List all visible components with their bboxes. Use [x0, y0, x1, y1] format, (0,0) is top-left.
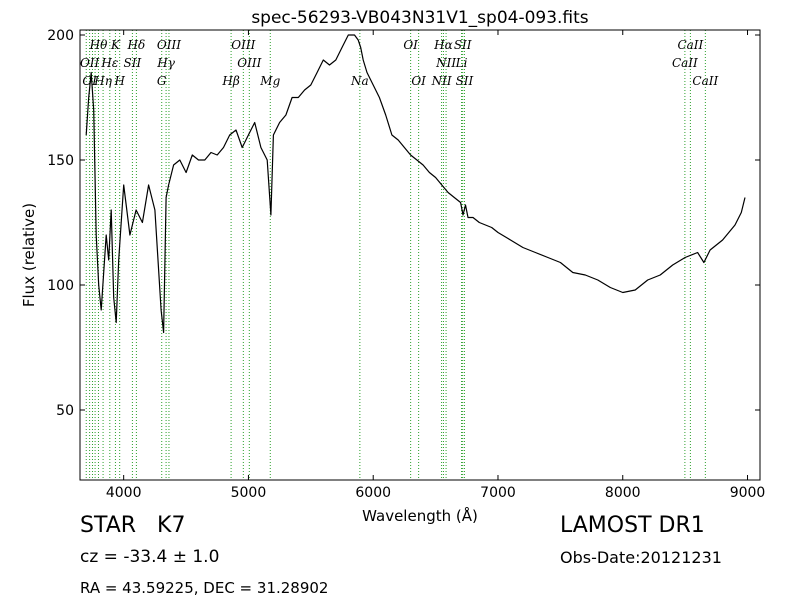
line-label: Hθ: [89, 38, 108, 52]
x-tick-label: 7000: [480, 485, 516, 501]
line-label: Na: [350, 74, 369, 88]
y-tick-label: 50: [56, 403, 74, 419]
line-label: Hδ: [127, 38, 146, 52]
x-tick-label: 6000: [355, 485, 391, 501]
line-label: Hα: [433, 38, 453, 52]
object-class: STAR: [80, 513, 137, 538]
spectrum-line: [85, 34, 746, 334]
y-tick-label: 150: [47, 153, 74, 169]
line-label: Li: [455, 56, 468, 70]
y-tick-label: 100: [47, 278, 74, 294]
line-label: CaII: [677, 38, 703, 52]
line-label: Hη: [93, 74, 112, 88]
line-label: NII: [435, 56, 456, 70]
line-label: OII: [80, 56, 100, 70]
line-label: NII: [431, 74, 452, 88]
series-layer: [85, 34, 746, 334]
line-label: Hγ: [156, 56, 175, 70]
x-tick-label: 8000: [605, 485, 641, 501]
line-label: CaII: [692, 74, 718, 88]
line-label: G: [157, 74, 167, 88]
ra-dec-value: RA = 43.59225, DEC = 31.28902: [80, 579, 329, 597]
line-markers: [85, 30, 706, 480]
x-axis: 4000 5000 6000 7000 8000 9000: [106, 30, 765, 501]
line-label: Hε: [100, 56, 118, 70]
y-axis: 50 100 150 200: [47, 28, 760, 419]
line-label: OI: [82, 74, 97, 88]
cz-value: cz = -33.4 ± 1.0: [80, 547, 220, 567]
line-label: CaII: [672, 56, 698, 70]
y-tick-label: 200: [47, 28, 74, 44]
x-tick-label: 5000: [231, 485, 267, 501]
line-label: SII: [454, 38, 472, 52]
line-label: OI: [403, 38, 418, 52]
line-label: K: [110, 38, 121, 52]
object-class-line: STAR K7: [80, 513, 185, 538]
x-axis-label: Wavelength (Å): [362, 506, 478, 525]
survey-name: LAMOST DR1: [560, 513, 705, 538]
plot-frame: [79, 29, 761, 481]
line-label: OIII: [231, 38, 255, 52]
line-label: SII: [456, 74, 474, 88]
chart-title: spec-56293-VB043N31V1_sp04-093.fits: [251, 8, 588, 28]
x-tick-label: 4000: [106, 485, 142, 501]
line-label: H: [113, 74, 125, 88]
x-tick-label: 9000: [730, 485, 766, 501]
obs-date: Obs-Date:20121231: [560, 548, 722, 567]
y-axis-label: Flux (relative): [20, 203, 38, 307]
object-subclass: K7: [157, 513, 186, 538]
line-label: OIII: [237, 56, 261, 70]
line-label: OI: [411, 74, 426, 88]
line-label: Mg: [259, 74, 280, 88]
line-label: SII: [124, 56, 142, 70]
line-label: Hβ: [221, 74, 239, 88]
line-label: OIII: [157, 38, 181, 52]
